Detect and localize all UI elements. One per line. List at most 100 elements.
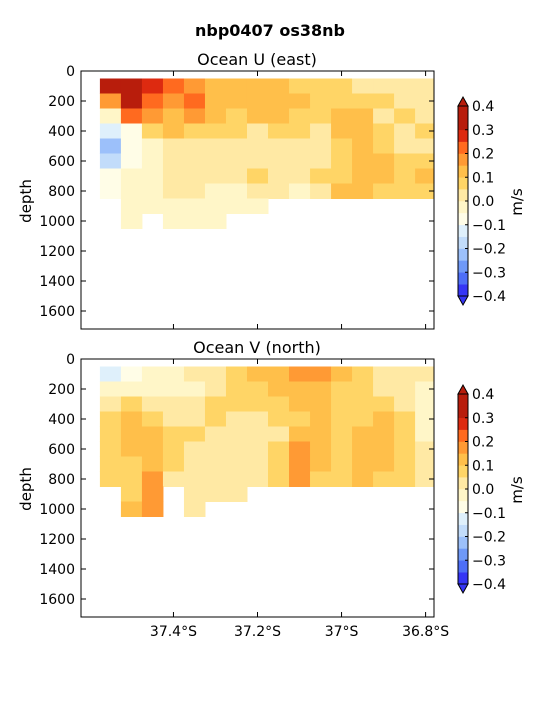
heatmap-cell xyxy=(373,138,395,154)
heatmap-cell xyxy=(331,183,353,199)
heatmap-cell xyxy=(352,138,374,154)
heatmap-cell xyxy=(225,471,248,487)
heatmap-cell xyxy=(310,426,332,442)
heatmap-cell xyxy=(162,411,185,427)
heatmap-cell xyxy=(289,366,311,382)
colorbar-band xyxy=(458,536,468,549)
heatmap-cell xyxy=(99,441,122,457)
heatmap-cell xyxy=(268,366,290,382)
heatmap-cell xyxy=(310,381,332,397)
heatmap-cell xyxy=(120,93,143,109)
y-tick-label: 200 xyxy=(48,382,75,398)
colorbar-tick-label: −0.4 xyxy=(472,577,506,593)
heatmap-cell xyxy=(204,153,227,169)
heatmap-cell xyxy=(373,93,395,109)
heatmap-cell xyxy=(394,78,416,94)
heatmap-cell xyxy=(120,441,143,457)
heatmap-cell xyxy=(246,183,269,199)
heatmap-cell xyxy=(310,366,332,382)
heatmap-cell xyxy=(204,426,227,442)
y-tick-label: 1600 xyxy=(39,304,75,320)
heatmap-cell xyxy=(225,153,248,169)
colorbar: −0.4 −0.3 −0.2 −0.1 0.0 0.1 0.2 0.3 0.4 xyxy=(457,95,506,307)
heatmap-cell xyxy=(352,381,374,397)
heatmap-cell xyxy=(352,123,374,139)
heatmap-cell xyxy=(268,426,290,442)
heatmap-cell xyxy=(268,108,290,124)
colorbar-band xyxy=(458,572,468,585)
heatmap-cell xyxy=(141,183,164,199)
heatmap-cell xyxy=(162,78,185,94)
heatmap-cell xyxy=(162,396,185,412)
heatmap-cell xyxy=(141,396,164,412)
colorbar: −0.4 −0.3 −0.2 −0.1 0.0 0.1 0.2 0.3 0.4 xyxy=(457,383,506,595)
y-tick-label: 800 xyxy=(48,472,75,488)
heatmap-cell xyxy=(394,153,416,169)
heatmap-cell xyxy=(289,93,311,109)
colorbar-band xyxy=(458,284,468,297)
heatmap-cell xyxy=(289,108,311,124)
heatmap-cell xyxy=(415,153,435,169)
heatmap-cell xyxy=(394,168,416,184)
y-tick-label: 1400 xyxy=(39,562,75,578)
heatmap-cell xyxy=(225,486,248,502)
heatmap-cell xyxy=(268,456,290,472)
heatmap-cell xyxy=(415,108,435,124)
heatmap-cell xyxy=(373,426,395,442)
heatmap-cell xyxy=(373,441,395,457)
colorbar-tick-label: −0.3 xyxy=(472,265,506,281)
colorbar-band xyxy=(458,512,468,525)
heatmap-cell xyxy=(162,153,185,169)
colorbar-extend-min xyxy=(457,295,469,307)
heatmap-cell xyxy=(183,153,206,169)
heatmap-cell xyxy=(225,366,248,382)
heatmap-cell xyxy=(394,183,416,199)
heatmap-cell xyxy=(183,183,206,199)
heatmap-cell xyxy=(373,123,395,139)
heatmap-cell xyxy=(310,78,332,94)
heatmap-cell xyxy=(331,396,353,412)
heatmap-cell xyxy=(289,78,311,94)
heatmap-cell xyxy=(331,456,353,472)
colorbar-band xyxy=(458,500,468,514)
heatmap-cell xyxy=(120,213,143,229)
heatmap-cell xyxy=(373,411,395,427)
heatmap-cell xyxy=(310,93,332,109)
heatmap-cell xyxy=(99,411,122,427)
heatmap-cell xyxy=(141,78,164,94)
colorbar-extend-max xyxy=(457,383,469,395)
heatmap-cell xyxy=(246,456,269,472)
heatmap-cell xyxy=(394,138,416,154)
heatmap-cell xyxy=(331,153,353,169)
heatmap-cell xyxy=(204,123,227,139)
colorbar-band xyxy=(458,453,468,466)
heatmap-cell xyxy=(352,441,374,457)
heatmap-cell xyxy=(120,471,143,487)
y-tick-label: 800 xyxy=(48,184,75,200)
heatmap-cell xyxy=(204,138,227,154)
heatmap-cell xyxy=(246,381,269,397)
heatmap-cell xyxy=(141,456,164,472)
heatmap-cell xyxy=(204,456,227,472)
heatmap-cell xyxy=(99,396,122,412)
heatmap-cell xyxy=(352,183,374,199)
heatmap-cell xyxy=(289,441,311,457)
heatmap-cell xyxy=(225,183,248,199)
heatmap-cell xyxy=(246,198,269,214)
heatmap-cell xyxy=(415,366,435,382)
heatmap-cell xyxy=(225,93,248,109)
heatmap-cell xyxy=(204,213,227,229)
heatmap-cell xyxy=(289,456,311,472)
y-tick-label: 0 xyxy=(66,64,75,80)
heatmap-cell xyxy=(99,93,122,109)
y-tick-label: 1200 xyxy=(39,244,75,260)
heatmap-cell xyxy=(183,93,206,109)
heatmap-cell xyxy=(352,396,374,412)
colorbar-band xyxy=(458,477,468,490)
heatmap-cell xyxy=(99,471,122,487)
heatmap-cell xyxy=(225,78,248,94)
heatmap-cell xyxy=(415,426,435,442)
heatmap-cell xyxy=(373,153,395,169)
heatmap-cell xyxy=(204,108,227,124)
